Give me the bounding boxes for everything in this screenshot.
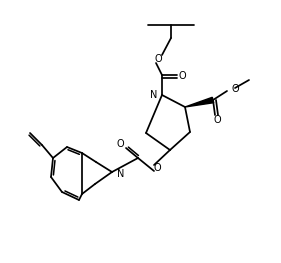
Text: O: O [154,54,162,64]
Text: N: N [117,169,124,179]
Text: O: O [153,163,161,173]
Text: N: N [149,90,157,100]
Text: O: O [178,71,186,81]
Text: O: O [116,139,124,149]
Polygon shape [185,97,214,107]
Text: O: O [213,115,221,125]
Text: O: O [232,84,240,94]
